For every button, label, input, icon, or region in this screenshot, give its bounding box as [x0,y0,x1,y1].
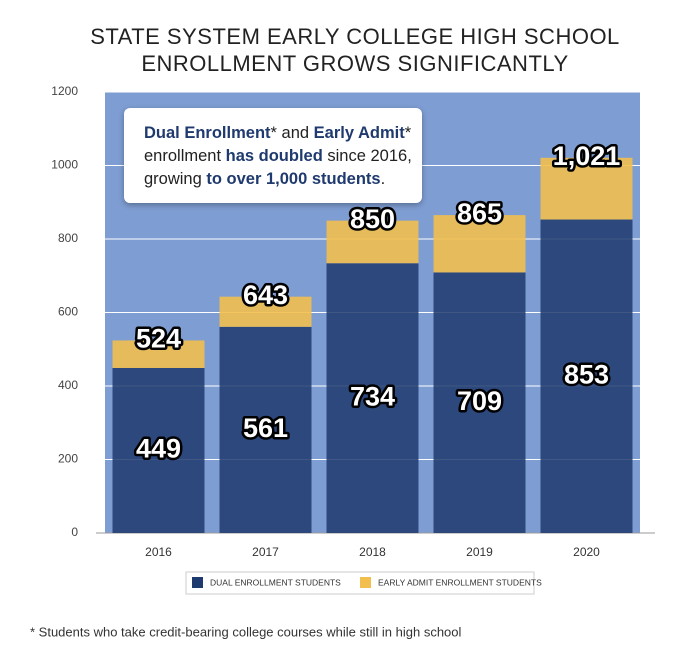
footnote: * Students who take credit-bearing colle… [30,624,462,639]
chart: STATE SYSTEM EARLY COLLEGE HIGH SCHOOL E… [0,0,700,652]
annotation: Dual Enrollment* and Early Admit* enrollm… [124,108,422,203]
annotation-text: has doubled [226,147,323,165]
legend-swatch [360,577,371,588]
annotation-text: to over 1,000 students [206,170,380,188]
annotation-text: . [381,170,386,188]
total-label: 1,021 [553,141,621,171]
annotation-text: growing [144,170,206,188]
data-label: 734 [350,381,395,411]
data-label: 709 [457,386,502,416]
legend-label: EARLY ADMIT ENROLLMENT STUDENTS [378,577,542,587]
annotation-text: * [405,124,411,142]
data-label: 853 [564,359,609,389]
annotation-text: Early Admit [314,124,405,142]
total-label: 850 [350,204,395,234]
y-tick-label: 1200 [51,84,78,98]
chart-title: ENROLLMENT GROWS SIGNIFICANTLY [141,51,568,76]
y-tick-label: 200 [58,452,78,466]
total-label: 643 [243,280,288,310]
total-label: 524 [136,324,181,354]
annotation-text: enrollment [144,147,226,165]
x-tick-label: 2016 [145,545,172,559]
chart-title: STATE SYSTEM EARLY COLLEGE HIGH SCHOOL [90,24,620,49]
annotation-text: since 2016, [323,147,412,165]
page: STATE SYSTEM EARLY COLLEGE HIGH SCHOOL E… [0,0,700,652]
y-tick-label: 0 [71,525,78,539]
data-label: 449 [136,434,181,464]
x-tick-label: 2018 [359,545,386,559]
y-tick-label: 400 [58,378,78,392]
y-tick-label: 600 [58,305,78,319]
legend-label: DUAL ENROLLMENT STUDENTS [210,577,341,587]
legend-swatch [192,577,203,588]
annotation-text: * and [271,124,314,142]
annotation-text: Dual Enrollment [144,124,271,142]
x-tick-label: 2017 [252,545,279,559]
y-tick-label: 800 [58,231,78,245]
total-label: 865 [457,198,502,228]
x-tick-label: 2019 [466,545,493,559]
x-tick-label: 2020 [573,545,600,559]
y-tick-label: 1000 [51,158,78,172]
data-label: 561 [243,413,288,443]
